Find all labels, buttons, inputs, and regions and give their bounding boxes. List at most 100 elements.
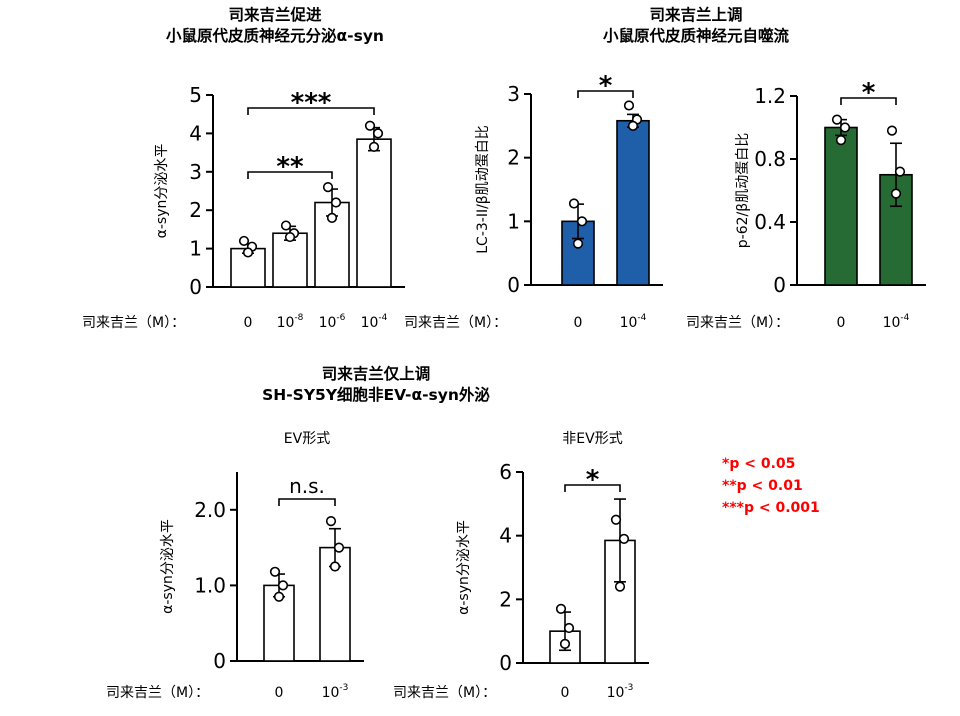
data-point [277,580,289,591]
significance-label: * [599,71,613,101]
data-point [618,533,630,544]
data-point [839,122,851,133]
y-axis-label: α-syn分泌水平 [154,144,170,239]
data-point [284,231,296,243]
x-axis-prefix-label: 司来吉兰（M）： [404,315,507,331]
significance-bracket [247,107,375,115]
bar [356,138,392,288]
y-tick-label: 1.0 [194,573,226,597]
data-point [835,135,847,146]
y-tick-label: 4 [189,121,202,145]
data-point [330,197,342,208]
data-point [322,182,334,193]
chart-subtitle: 非EV形式 [562,431,622,447]
y-tick-label: 1.2 [754,84,786,108]
sig-legend-2: **p < 0.01 [722,478,803,494]
data-point [576,216,588,227]
data-point [623,100,635,111]
title-top-right-line-1: 司来吉兰上调 [649,5,742,24]
y-tick-label: 1 [189,237,202,261]
y-tick-label: 1 [507,209,520,233]
data-point [372,128,384,139]
y-tick-label: 0 [773,273,786,297]
y-tick-label: 0 [507,273,520,297]
x-tick-label: 0 [837,315,846,331]
x-tick-label: 0 [574,315,583,331]
bar [616,119,650,286]
y-axis-label: LC-3-II/β肌动蛋白比 [475,125,491,254]
data-point [894,166,906,177]
data-point [269,566,281,577]
data-point [614,581,626,592]
y-tick-label: 0 [499,651,512,675]
data-point [886,125,898,136]
x-tick-label: 10-3 [607,683,634,701]
data-point [364,120,376,131]
data-point [326,212,338,223]
data-point [333,542,345,553]
data-point [555,603,567,614]
title-bottom-line-2: SH-SY5Y细胞非EV-α-syn外泌 [262,385,490,404]
data-point [563,622,575,634]
data-point [238,235,250,247]
x-tick-label: 10-4 [883,313,910,331]
y-tick-label: 6 [499,460,512,484]
significance-bracket [840,97,897,105]
title-top-left-line-1: 司来吉兰促进 [228,5,322,24]
sig-legend-3: ***p < 0.001 [722,500,820,516]
data-point [368,141,380,152]
x-tick-label: 0 [561,685,570,701]
chart-p62-ratio: 0 0.4 0.8 1.2 p-62/β肌动蛋白比 * 司来吉兰（M）： 0 10-4 [686,78,926,331]
y-tick-label: 0.4 [754,210,786,234]
data-point [273,591,285,602]
x-axis-prefix-label: 司来吉兰（M）： [106,685,209,701]
x-tick-label: 0 [275,685,284,701]
y-tick-label: 2 [499,587,512,611]
x-tick-label: 10-3 [322,683,349,701]
sig-legend-1: *p < 0.05 [722,456,795,472]
significance-label: ** [276,152,304,182]
y-tick-label: 3 [189,160,202,184]
y-tick-label: 0 [213,649,226,673]
significance-label: *** [291,88,332,118]
bar [272,232,308,288]
x-axis-prefix-label: 司来吉兰（M）： [393,685,496,701]
y-tick-label: 2 [189,198,202,222]
x-axis-prefix-label: 司来吉兰（M）： [82,315,185,331]
y-tick-label: 3 [507,82,520,106]
significance-bracket [577,90,634,98]
y-axis-label: α-syn分泌水平 [456,520,472,615]
title-bottom-line-1: 司来吉兰仅上调 [322,364,431,383]
x-tick-label: 10-8 [277,313,304,331]
y-axis-label: p-62/β肌动蛋白比 [735,133,751,248]
x-axis-prefix-label: 司来吉兰（M）： [686,315,789,331]
data-point [568,198,580,209]
y-tick-label: 2.0 [194,498,226,522]
chart-subtitle: EV形式 [284,431,330,447]
x-tick-label: 10-4 [361,313,388,331]
significance-label: n.s. [289,474,325,498]
significance-label: * [586,465,600,495]
x-tick-label: 10-4 [620,313,647,331]
data-point [572,238,584,249]
y-tick-label: 0.8 [754,147,786,171]
data-point [831,114,843,125]
chart-lc3-ratio: 0 1 2 3 LC-3-II/β肌动蛋白比 * 司来吉兰（M）： 0 10-4 [404,71,663,331]
significance-label: * [862,78,876,108]
title-top-right-line-2: 小鼠原代皮质神经元自噬流 [603,26,790,45]
data-point [610,514,622,525]
x-tick-label: 0 [244,315,253,331]
y-tick-label: 4 [499,524,512,548]
bar [824,126,858,286]
data-point [242,247,254,258]
data-point [325,516,337,527]
x-tick-label: 10-6 [319,313,346,331]
data-point [627,120,639,131]
data-point [280,220,292,231]
title-top-left-line-2: 小鼠原代皮质神经元分泌α-syn [166,26,384,45]
significance-bracket [564,484,621,492]
